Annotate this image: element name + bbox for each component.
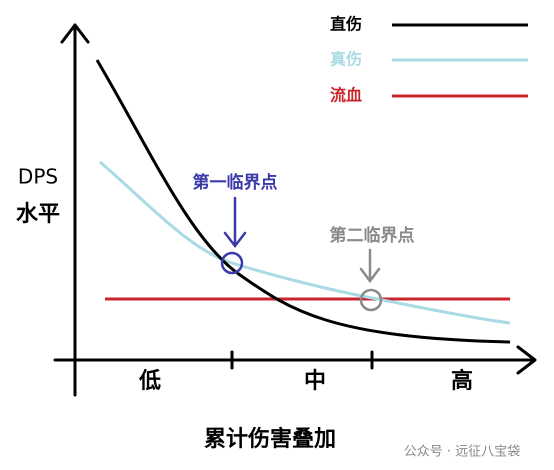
x-axis-label: 累计伤害叠加 (204, 426, 336, 452)
annotation: 第二临界点 (330, 225, 415, 246)
y-axis-label: DPS (18, 165, 58, 189)
critical-point (359, 288, 383, 312)
critical-point (220, 251, 244, 275)
legend: 直伤 真伤 流血 (330, 15, 528, 105)
arrow (223, 196, 247, 249)
x-axis (53, 345, 537, 375)
true-damage-curve (99, 160, 511, 325)
watermark: 公众号 · 远征八宝袋 (404, 445, 520, 460)
x-category: 低 (138, 369, 161, 394)
legend-label: 直伤 (330, 15, 362, 34)
arrow (359, 248, 381, 284)
x-category: 高 (451, 368, 473, 394)
y-axis-label: 水平 (16, 202, 60, 227)
legend-label: 真伤 (330, 50, 362, 69)
annotation: 第一临界点 (193, 172, 278, 193)
y-axis (60, 23, 90, 397)
x-ticks (230, 350, 374, 370)
direct-damage-curve (95, 59, 511, 344)
legend-label: 流血 (330, 86, 362, 105)
x-category: 中 (304, 369, 326, 394)
